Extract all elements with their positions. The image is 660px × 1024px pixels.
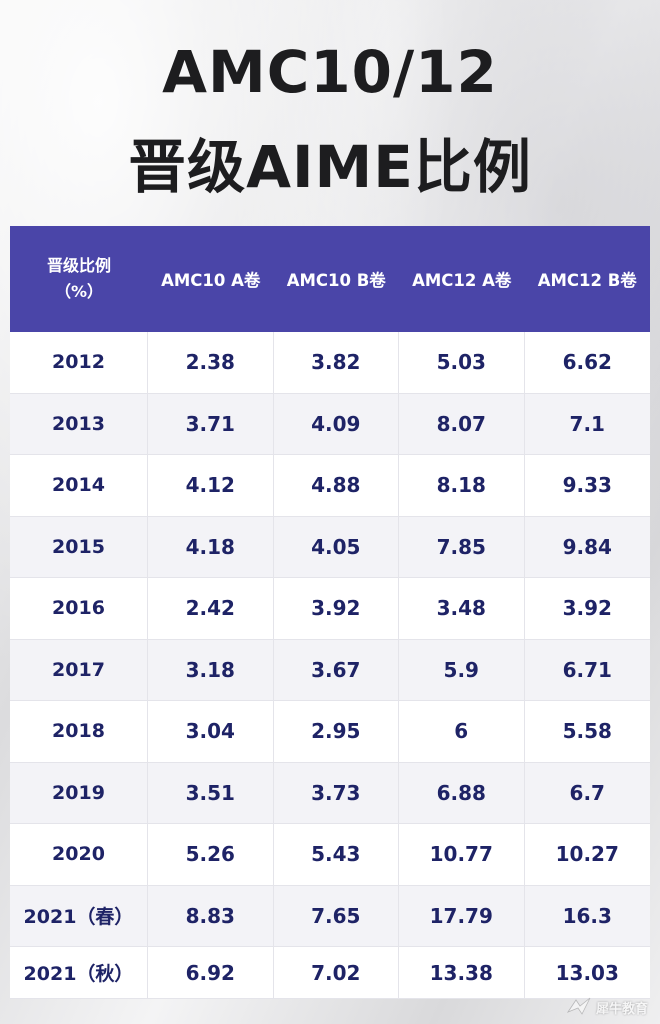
table-row: 2020 5.26 5.43 10.77 10.27 (10, 824, 650, 886)
table-row: 2021（秋） 6.92 7.02 13.38 13.03 (10, 947, 650, 999)
value-cell: 3.92 (524, 578, 650, 640)
value-cell: 3.18 (148, 639, 274, 701)
value-cell: 7.02 (273, 947, 399, 999)
year-cell: 2016 (10, 578, 148, 640)
header-amc10b: AMC10 B卷 (286, 271, 386, 290)
year-cell: 2021（春） (10, 885, 148, 947)
year-cell: 2012 (10, 332, 148, 394)
value-cell: 5.58 (524, 701, 650, 763)
value-cell: 4.05 (273, 516, 399, 578)
watermark: 犀牛教育 (528, 994, 648, 1020)
value-cell: 3.73 (273, 762, 399, 824)
value-cell: 3.82 (273, 332, 399, 394)
header-rate-label-line2: （%） (54, 282, 104, 301)
value-cell: 8.18 (399, 455, 525, 517)
value-cell: 7.65 (273, 885, 399, 947)
value-cell: 2.95 (273, 701, 399, 763)
table-row: 2015 4.18 4.05 7.85 9.84 (10, 516, 650, 578)
value-cell: 3.92 (273, 578, 399, 640)
value-cell: 5.26 (148, 824, 274, 886)
value-cell: 6.88 (399, 762, 525, 824)
table-row: 2012 2.38 3.82 5.03 6.62 (10, 332, 650, 394)
year-cell: 2020 (10, 824, 148, 886)
header-amc12a: AMC12 A卷 (412, 271, 512, 290)
table-row: 2017 3.18 3.67 5.9 6.71 (10, 639, 650, 701)
value-cell: 3.48 (399, 578, 525, 640)
table-header: 晋级比例 （%） AMC10 A卷 AMC10 B卷 AMC12 A卷 AMC1… (10, 226, 650, 332)
value-cell: 7.1 (524, 394, 650, 455)
table-row: 2018 3.04 2.95 6 5.58 (10, 701, 650, 763)
year-cell: 2013 (10, 393, 148, 455)
value-cell: 13.03 (524, 947, 650, 999)
value-cell: 2.38 (148, 332, 274, 394)
value-cell: 6 (399, 701, 525, 763)
table-row: 2021（春） 8.83 7.65 17.79 16.3 (10, 885, 650, 947)
value-cell: 13.38 (399, 947, 525, 999)
year-cell: 2014 (10, 455, 148, 517)
header-rate-label-line1: 晋级比例 (46, 256, 111, 275)
value-cell: 17.79 (399, 885, 525, 947)
title-line-1: AMC10/12 (162, 38, 498, 106)
value-cell: 3.04 (148, 701, 274, 763)
table-row: 2019 3.51 3.73 6.88 6.7 (10, 762, 650, 824)
value-cell: 10.27 (524, 824, 650, 886)
table-row: 2013 3.71 4.09 8.07 7.1 (10, 393, 650, 455)
value-cell: 7.85 (399, 516, 525, 578)
value-cell: 16.3 (524, 886, 650, 947)
header-amc12b: AMC12 B卷 (537, 271, 637, 290)
year-cell: 2015 (10, 516, 148, 578)
value-cell: 5.03 (399, 332, 525, 394)
value-cell: 8.07 (399, 393, 525, 455)
value-cell: 10.77 (399, 824, 525, 886)
value-cell: 5.9 (399, 639, 525, 701)
table-body: 2012 2.38 3.82 5.03 6.62 2013 3.71 4.09 … (10, 332, 650, 999)
year-cell: 2018 (10, 701, 148, 763)
value-cell: 9.84 (524, 517, 650, 578)
year-cell: 2017 (10, 639, 148, 701)
value-cell: 6.71 (524, 640, 650, 701)
value-cell: 3.67 (273, 639, 399, 701)
value-cell: 8.83 (148, 885, 274, 947)
value-cell: 4.09 (273, 393, 399, 455)
value-cell: 9.33 (524, 455, 650, 517)
value-cell: 4.18 (148, 516, 274, 578)
watermark-text: 犀牛教育 (595, 1001, 648, 1017)
value-cell: 2.42 (148, 578, 274, 640)
year-cell: 2019 (10, 762, 148, 824)
value-cell: 3.51 (148, 762, 274, 824)
value-cell: 5.43 (273, 824, 399, 886)
title-line-2: 晋级AIME比例 (128, 133, 532, 201)
value-cell: 6.62 (524, 332, 650, 394)
table-row: 2016 2.42 3.92 3.48 3.92 (10, 578, 650, 640)
year-cell: 2021（秋） (10, 947, 148, 999)
value-cell: 3.71 (148, 393, 274, 455)
header-amc10a: AMC10 A卷 (161, 271, 261, 290)
promotion-rate-table: 晋级比例 （%） AMC10 A卷 AMC10 B卷 AMC12 A卷 AMC1… (10, 226, 650, 999)
table-row: 2014 4.12 4.88 8.18 9.33 (10, 455, 650, 517)
value-cell: 6.92 (148, 947, 274, 999)
value-cell: 4.12 (148, 455, 274, 517)
bird-logo-icon (566, 997, 591, 1015)
value-cell: 6.7 (524, 763, 650, 824)
header-rate-label: 晋级比例 （%） (10, 226, 148, 332)
value-cell: 4.88 (273, 455, 399, 517)
